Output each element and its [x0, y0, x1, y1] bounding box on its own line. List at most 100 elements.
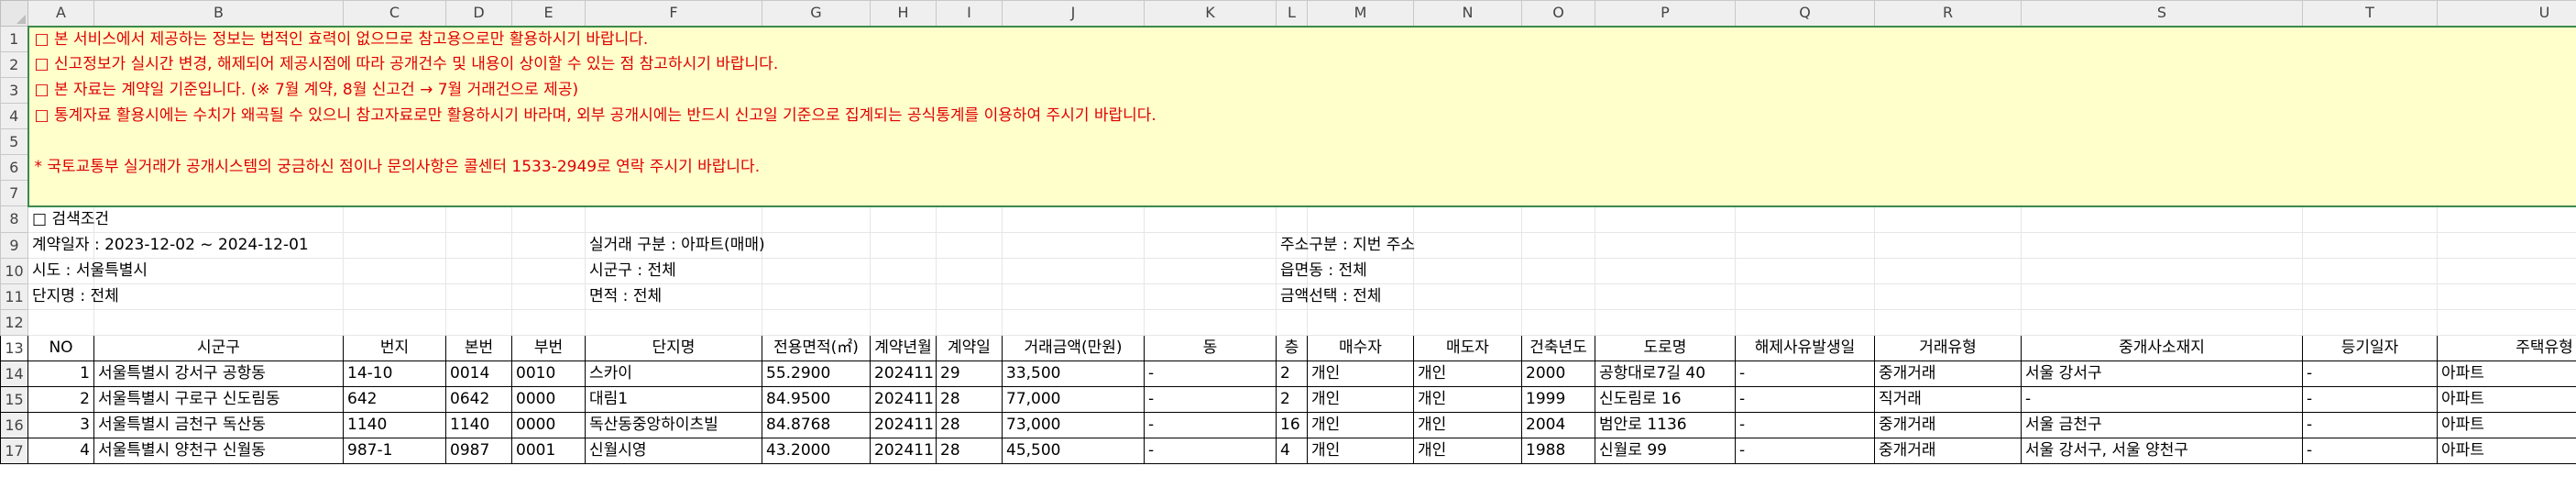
cell[interactable] — [2302, 283, 2438, 310]
header-cancel-date[interactable]: 해제사유발생일 — [1735, 334, 1875, 361]
cell[interactable] — [870, 231, 937, 259]
cell-registry-date[interactable]: - — [2302, 385, 2438, 413]
row-header[interactable]: 16 — [0, 411, 28, 438]
notice-cell[interactable]: □ 본 자료는 계약일 기준입니다. (※ 7월 계약, 8월 신고건 → 7월… — [27, 77, 2438, 104]
cell[interactable] — [1735, 283, 1875, 310]
cell[interactable] — [511, 257, 586, 284]
row-header[interactable]: 3 — [0, 77, 28, 104]
cell-bubeon[interactable]: 0001 — [511, 437, 586, 464]
header-price[interactable]: 거래금액(만원) — [1002, 334, 1145, 361]
cell[interactable] — [1413, 308, 1522, 336]
cell[interactable] — [343, 308, 446, 336]
cell[interactable] — [1874, 231, 2022, 259]
cell-dong[interactable]: - — [1144, 437, 1277, 464]
notice-cell[interactable] — [2437, 103, 2576, 129]
notice-cell[interactable] — [27, 128, 2438, 155]
cell[interactable] — [870, 257, 937, 284]
cell-area[interactable]: 55.2900 — [762, 360, 871, 387]
cell-build-year[interactable]: 1988 — [1521, 437, 1595, 464]
column-header-b[interactable]: B — [93, 0, 344, 27]
cell[interactable] — [1735, 257, 1875, 284]
cell-contract-month[interactable]: 202411 — [870, 385, 937, 413]
row-header[interactable]: 6 — [0, 154, 28, 181]
cell[interactable] — [1595, 283, 1736, 310]
header-floor[interactable]: 층 — [1276, 334, 1308, 361]
cell-bubeon[interactable]: 0000 — [511, 411, 586, 438]
column-header-o[interactable]: O — [1521, 0, 1595, 27]
header-agent-location[interactable]: 중개사소재지 — [2021, 334, 2303, 361]
cell-price[interactable]: 73,000 — [1002, 411, 1145, 438]
cell-bubeon[interactable]: 0000 — [511, 385, 586, 413]
cell-seller[interactable]: 개인 — [1413, 437, 1522, 464]
cell[interactable] — [445, 283, 512, 310]
cell[interactable] — [762, 308, 871, 336]
notice-cell[interactable]: □ 통계자료 활용시에는 수치가 왜곡될 수 있으니 참고자료로만 활용하시기 … — [27, 103, 2438, 129]
notice-cell[interactable] — [2437, 51, 2576, 78]
cell-agent-location[interactable]: 서울 강서구, 서울 양천구 — [2021, 437, 2303, 464]
cell-complex-name[interactable]: 독산동중앙하이츠빌 — [585, 411, 762, 438]
cell[interactable] — [2302, 205, 2438, 233]
cell[interactable] — [27, 308, 94, 336]
cell[interactable] — [870, 308, 937, 336]
row-header[interactable]: 12 — [0, 308, 28, 336]
cell-deal-type[interactable]: 중개거래 — [1874, 437, 2022, 464]
cell-sigungu[interactable]: 서울특별시 금천구 독산동 — [93, 411, 344, 438]
cell-price[interactable]: 33,500 — [1002, 360, 1145, 387]
row-header[interactable]: 4 — [0, 103, 28, 129]
cell[interactable] — [93, 308, 344, 336]
cell-complex-name[interactable]: 대림1 — [585, 385, 762, 413]
header-sigungu[interactable]: 시군구 — [93, 334, 344, 361]
cell[interactable]: 실거래 구분 : 아파트(매매) — [585, 231, 765, 259]
notice-cell[interactable] — [2437, 128, 2576, 155]
cell[interactable] — [445, 308, 512, 336]
column-header-h[interactable]: H — [870, 0, 937, 27]
cell[interactable] — [2437, 205, 2576, 233]
cell-deal-type[interactable]: 직거래 — [1874, 385, 2022, 413]
column-header-l[interactable]: L — [1276, 0, 1308, 27]
cell[interactable] — [1413, 283, 1522, 310]
cell[interactable] — [2437, 308, 2576, 336]
cell[interactable] — [1595, 231, 1736, 259]
row-header[interactable]: 9 — [0, 231, 28, 259]
header-buyer[interactable]: 매수자 — [1307, 334, 1414, 361]
cell[interactable] — [1874, 308, 2022, 336]
cell[interactable] — [762, 231, 871, 259]
cell-no[interactable]: 4 — [27, 437, 94, 464]
cell-registry-date[interactable]: - — [2302, 411, 2438, 438]
notice-cell[interactable] — [2437, 180, 2576, 207]
header-beonji[interactable]: 번지 — [343, 334, 446, 361]
cell-road-name[interactable]: 범안로 1136 — [1595, 411, 1736, 438]
cell[interactable] — [2437, 231, 2576, 259]
row-header[interactable]: 5 — [0, 128, 28, 155]
cell-sigungu[interactable]: 서울특별시 구로구 신도림동 — [93, 385, 344, 413]
cell[interactable]: □ 검색조건 — [27, 205, 109, 233]
cell-contract-month[interactable]: 202411 — [870, 411, 937, 438]
cell[interactable] — [585, 308, 762, 336]
cell[interactable]: 주소구분 : 지번 주소 — [1276, 231, 1415, 259]
row-header[interactable]: 2 — [0, 51, 28, 78]
cell-area[interactable]: 43.2000 — [762, 437, 871, 464]
cell-contract-day[interactable]: 28 — [936, 437, 1003, 464]
cell-contract-day[interactable]: 28 — [936, 385, 1003, 413]
cell[interactable] — [1002, 205, 1145, 233]
cell[interactable]: 시군구 : 전체 — [585, 257, 762, 284]
column-header-s[interactable]: S — [2021, 0, 2303, 27]
cell-dong[interactable]: - — [1144, 411, 1277, 438]
cell-housing-type[interactable]: 아파트 — [2437, 437, 2576, 464]
cell[interactable] — [343, 205, 446, 233]
cell[interactable] — [1002, 257, 1145, 284]
cell-floor[interactable]: 2 — [1276, 385, 1308, 413]
cell[interactable] — [1144, 231, 1277, 259]
cell-contract-day[interactable]: 28 — [936, 411, 1003, 438]
column-header-c[interactable]: C — [343, 0, 446, 27]
column-header-t[interactable]: T — [2302, 0, 2438, 27]
select-all-corner[interactable] — [0, 0, 28, 27]
row-header[interactable]: 10 — [0, 257, 28, 284]
cell-seller[interactable]: 개인 — [1413, 411, 1522, 438]
cell[interactable]: 시도 : 서울특별시 — [27, 257, 148, 284]
row-header[interactable]: 13 — [0, 334, 28, 361]
cell[interactable] — [936, 205, 1003, 233]
header-housing-type[interactable]: 주택유형 — [2437, 334, 2576, 361]
cell-area[interactable]: 84.8768 — [762, 411, 871, 438]
cell[interactable] — [936, 257, 1003, 284]
